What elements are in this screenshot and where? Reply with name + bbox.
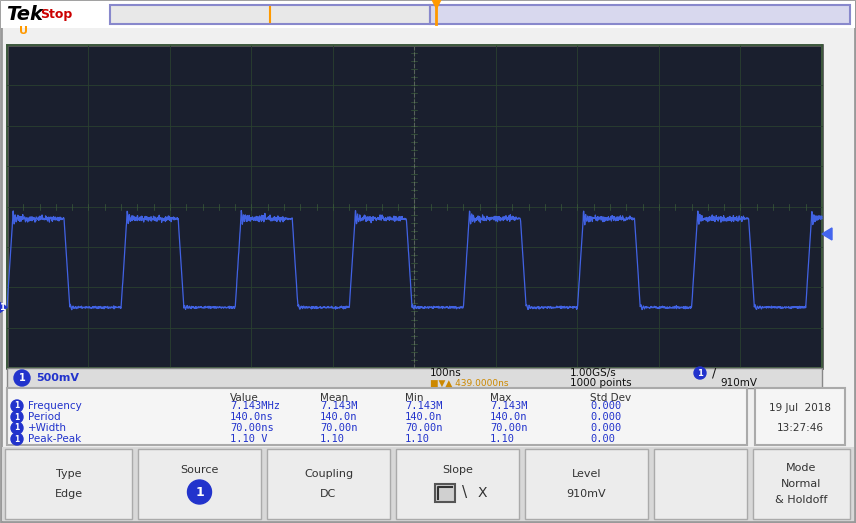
Text: 1.10: 1.10 — [320, 434, 345, 444]
Text: Source: Source — [181, 465, 218, 475]
Text: DC: DC — [320, 489, 336, 499]
Text: 500mV: 500mV — [36, 373, 79, 383]
Bar — [2, 447, 854, 521]
Text: 7.143M: 7.143M — [405, 401, 443, 411]
Text: Slope: Slope — [442, 465, 473, 475]
Text: Min: Min — [405, 393, 424, 403]
Text: Mode: Mode — [787, 463, 817, 473]
Text: 1: 1 — [15, 402, 20, 411]
Text: 13:27:46: 13:27:46 — [776, 423, 823, 433]
Text: 100ns: 100ns — [430, 368, 461, 378]
Circle shape — [11, 433, 23, 445]
Text: & Holdoff: & Holdoff — [776, 495, 828, 505]
Text: 7.143M: 7.143M — [320, 401, 358, 411]
Text: 0.000: 0.000 — [590, 423, 621, 433]
Bar — [7, 388, 747, 445]
Text: 140.0n: 140.0n — [405, 412, 443, 422]
Text: 1.10: 1.10 — [405, 434, 430, 444]
Text: /: / — [712, 367, 716, 380]
Circle shape — [11, 400, 23, 412]
Text: \: \ — [462, 485, 467, 501]
Text: Value: Value — [230, 393, 259, 403]
Text: 1000 points: 1000 points — [570, 378, 632, 388]
Text: 1: 1 — [0, 303, 5, 312]
Text: Tek: Tek — [6, 5, 43, 24]
Text: Period: Period — [28, 412, 61, 422]
Bar — [7, 368, 822, 388]
Bar — [654, 449, 747, 519]
Circle shape — [11, 411, 23, 423]
Text: ■▼▲ 439.0000ns: ■▼▲ 439.0000ns — [430, 379, 508, 388]
Text: 19 Jul  2018: 19 Jul 2018 — [769, 403, 831, 413]
Text: 1: 1 — [15, 424, 20, 433]
Text: 910mV: 910mV — [720, 378, 757, 388]
Circle shape — [694, 367, 706, 379]
Text: Stop: Stop — [40, 8, 72, 21]
Bar — [755, 388, 845, 445]
Text: 1.10: 1.10 — [490, 434, 515, 444]
Bar — [430, 5, 850, 24]
Bar — [396, 449, 519, 519]
Text: Normal: Normal — [782, 479, 822, 489]
Polygon shape — [822, 228, 832, 240]
Text: 70.00n: 70.00n — [405, 423, 443, 433]
Text: 140.0n: 140.0n — [320, 412, 358, 422]
Text: 1: 1 — [19, 373, 26, 383]
Bar — [110, 5, 430, 24]
Text: Max: Max — [490, 393, 511, 403]
Text: 1: 1 — [697, 369, 703, 378]
Text: 70.00n: 70.00n — [490, 423, 527, 433]
Bar — [436, 484, 455, 502]
Bar — [138, 449, 261, 519]
Bar — [1, 1, 855, 28]
Text: 0.000: 0.000 — [590, 401, 621, 411]
Text: Frequency: Frequency — [28, 401, 82, 411]
Text: 1.00GS/s: 1.00GS/s — [570, 368, 617, 378]
Circle shape — [187, 480, 211, 504]
Text: 7.143M: 7.143M — [490, 401, 527, 411]
Bar — [7, 45, 822, 368]
Text: Peak-Peak: Peak-Peak — [28, 434, 81, 444]
Circle shape — [11, 422, 23, 434]
Text: 140.0n: 140.0n — [490, 412, 527, 422]
Text: 1: 1 — [15, 435, 20, 444]
Text: 1.10 V: 1.10 V — [230, 434, 267, 444]
Bar — [753, 449, 850, 519]
Text: Std Dev: Std Dev — [590, 393, 631, 403]
Text: Mean: Mean — [320, 393, 348, 403]
Circle shape — [14, 370, 30, 386]
Polygon shape — [0, 300, 7, 314]
Text: 1: 1 — [195, 485, 204, 498]
Text: 7.143MHz: 7.143MHz — [230, 401, 280, 411]
Text: Level: Level — [572, 469, 601, 479]
Text: 0.000: 0.000 — [590, 412, 621, 422]
Text: Type: Type — [56, 469, 81, 479]
Text: 140.0ns: 140.0ns — [230, 412, 274, 422]
Text: Edge: Edge — [55, 489, 82, 499]
Text: 70.00ns: 70.00ns — [230, 423, 274, 433]
Text: Coupling: Coupling — [304, 469, 353, 479]
Text: 1: 1 — [15, 413, 20, 422]
Bar — [5, 449, 132, 519]
Text: 0.00: 0.00 — [590, 434, 615, 444]
Text: +Width: +Width — [28, 423, 67, 433]
Text: X: X — [478, 486, 487, 500]
Bar — [525, 449, 648, 519]
Text: U: U — [20, 26, 28, 36]
Text: 910mV: 910mV — [567, 489, 606, 499]
Text: 70.00n: 70.00n — [320, 423, 358, 433]
Bar — [267, 449, 390, 519]
